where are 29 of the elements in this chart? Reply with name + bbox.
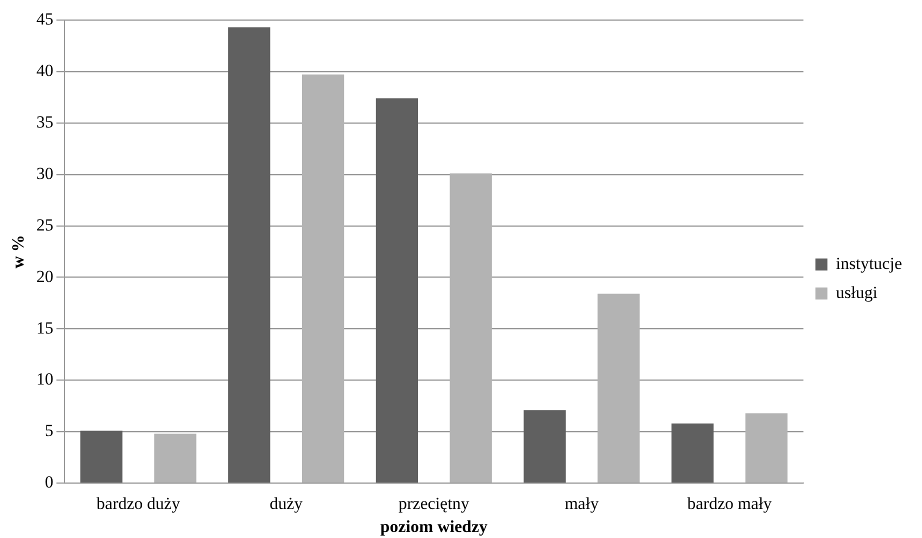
y-tick-label: 10 <box>36 370 54 389</box>
y-tick-label: 5 <box>44 421 54 440</box>
y-tick-label: 45 <box>36 9 54 28</box>
y-tick-label: 35 <box>36 112 54 132</box>
bar <box>745 413 788 483</box>
bar <box>450 173 492 483</box>
y-tick-label: 15 <box>36 318 54 338</box>
bar <box>302 74 344 483</box>
legend-label: instytucje <box>836 254 902 273</box>
y-tick-label: 30 <box>36 164 54 183</box>
bar <box>524 410 566 483</box>
y-tick-label: 20 <box>36 266 54 286</box>
y-tick-label: 0 <box>44 472 54 492</box>
x-tick-label: duży <box>270 494 304 513</box>
bar <box>376 98 418 483</box>
bar <box>671 424 714 483</box>
y-axis-title: w % <box>8 234 28 268</box>
x-tick-label: przeciętny <box>398 494 470 513</box>
bar <box>154 434 196 483</box>
bar <box>80 430 122 483</box>
y-tick-label: 40 <box>36 60 54 80</box>
x-tick-label: bardzo mały <box>687 494 772 513</box>
x-tick-label: mały <box>564 494 600 513</box>
x-axis-title: poziom wiedzy <box>380 517 488 536</box>
legend-label: usługi <box>836 282 878 302</box>
x-tick-label: bardzo duży <box>96 494 181 513</box>
bar <box>598 294 640 483</box>
bar <box>228 27 270 483</box>
y-tick-label: 25 <box>36 215 54 234</box>
